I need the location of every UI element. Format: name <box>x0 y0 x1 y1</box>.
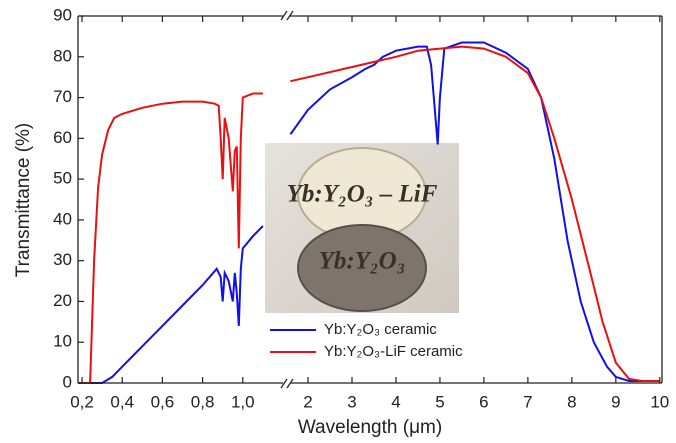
x-tick-label: 9 <box>611 392 620 411</box>
legend-text: Yb:Y₂O₃-LiF ceramic <box>324 343 463 360</box>
x-tick-label: 5 <box>435 392 444 411</box>
data-line <box>290 45 660 382</box>
y-tick-label: 40 <box>53 209 72 228</box>
y-tick-label: 70 <box>53 87 72 106</box>
x-tick-label: 8 <box>567 392 576 411</box>
y-tick-label: 0 <box>63 372 72 391</box>
photo-label: Yb:Y₂O₃ – LiF <box>287 181 438 208</box>
y-tick-label: 80 <box>53 46 72 65</box>
y-tick-label: 90 <box>53 5 72 24</box>
x-tick-label: 3 <box>347 392 356 411</box>
x-tick-label: 10 <box>650 392 669 411</box>
data-line <box>78 225 264 384</box>
x-tick-label: 2 <box>303 392 312 411</box>
legend-text: Yb:Y₂O₃ ceramic <box>324 321 437 338</box>
y-tick-label: 50 <box>53 169 72 188</box>
y-tick-label: 10 <box>53 332 72 351</box>
photo-disk <box>297 224 427 312</box>
x-tick-label: 0,8 <box>191 392 215 411</box>
x-tick-label: 7 <box>523 392 532 411</box>
y-tick-label: 30 <box>53 250 72 269</box>
break-mark <box>280 378 288 389</box>
y-tick-label: 20 <box>53 291 72 310</box>
x-tick-label: 6 <box>479 392 488 411</box>
x-tick-label: 0,2 <box>70 392 94 411</box>
x-tick-label: 1,0 <box>231 392 255 411</box>
break-mark <box>280 10 288 21</box>
x-axis-label: Wavelength (μm) <box>298 417 442 438</box>
inset-photo: Yb:Y₂O₃ – LiF Yb:Y₂O₃ <box>265 143 459 313</box>
photo-label: Yb:Y₂O₃ <box>319 248 406 275</box>
data-line <box>289 41 660 382</box>
y-axis-label: Transmittance (%) <box>13 123 34 278</box>
data-line <box>78 92 263 384</box>
x-tick-label: 4 <box>391 392 400 411</box>
x-tick-label: 0,6 <box>151 392 175 411</box>
y-tick-label: 60 <box>53 128 72 147</box>
x-tick-label: 0,4 <box>110 392 134 411</box>
